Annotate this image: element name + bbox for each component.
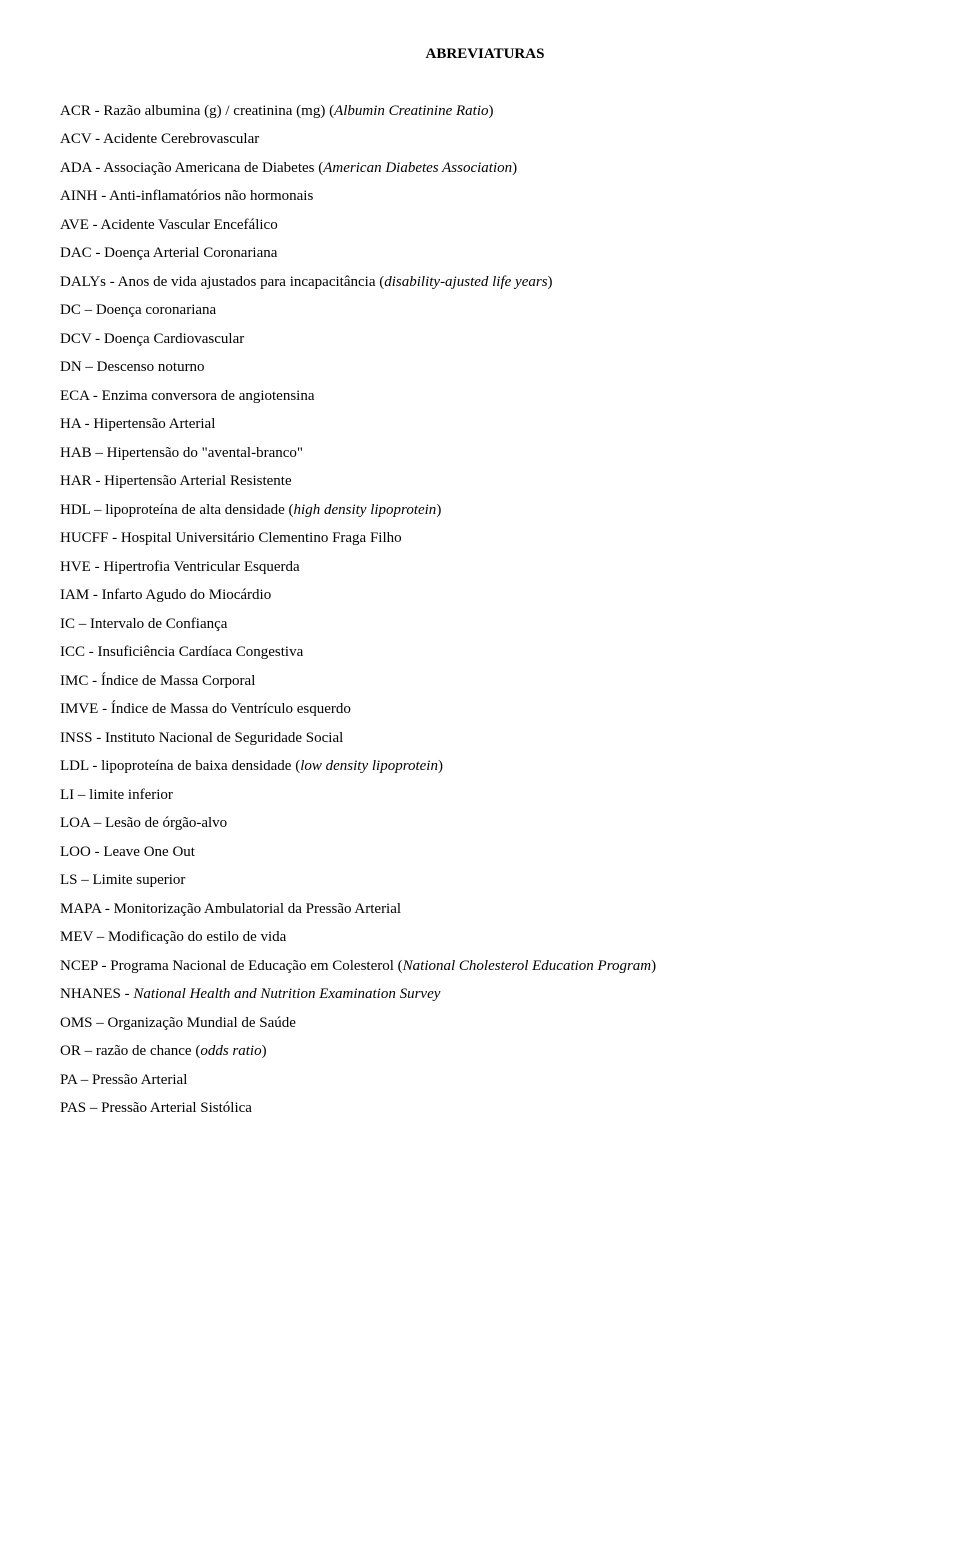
abbreviation-entry: OR – razão de chance (odds ratio): [60, 1037, 910, 1066]
entry-text: HAR - Hipertensão Arterial Resistente: [60, 473, 292, 489]
entry-text: DALYs - Anos de vida ajustados para inca…: [60, 274, 384, 290]
abbreviation-entry: IC – Intervalo de Confiança: [60, 610, 910, 639]
entry-text: DCV - Doença Cardiovascular: [60, 331, 244, 347]
abbreviation-entry: HA - Hipertensão Arterial: [60, 410, 910, 439]
entry-text: ACV - Acidente Cerebrovascular: [60, 131, 259, 147]
entry-text: HA - Hipertensão Arterial: [60, 416, 215, 432]
abbreviation-entry: DALYs - Anos de vida ajustados para inca…: [60, 268, 910, 297]
abbreviation-entry: HUCFF - Hospital Universitário Clementin…: [60, 524, 910, 553]
entry-italic: high density lipoprotein: [294, 502, 437, 518]
entry-text: ): [651, 958, 656, 974]
entry-text: DC – Doença coronariana: [60, 302, 216, 318]
abbreviation-entry: DC – Doença coronariana: [60, 296, 910, 325]
entry-text: NCEP - Programa Nacional de Educação em …: [60, 958, 403, 974]
abbreviation-entry: ACR - Razão albumina (g) / creatinina (m…: [60, 97, 910, 126]
entry-text: ICC - Insuficiência Cardíaca Congestiva: [60, 644, 303, 660]
entry-text: ): [436, 502, 441, 518]
entry-text: ACR - Razão albumina (g) / creatinina (m…: [60, 103, 334, 119]
entry-text: LI – limite inferior: [60, 787, 173, 803]
abbreviation-entry: DCV - Doença Cardiovascular: [60, 325, 910, 354]
abbreviation-entry: IMC - Índice de Massa Corporal: [60, 667, 910, 696]
entry-text: NHANES -: [60, 986, 133, 1002]
abbreviation-entry: LS – Limite superior: [60, 866, 910, 895]
entry-text: OR – razão de chance (: [60, 1043, 200, 1059]
page-title: ABREVIATURAS: [60, 40, 910, 69]
entry-text: ): [548, 274, 553, 290]
abbreviation-entry: IMVE - Índice de Massa do Ventrículo esq…: [60, 695, 910, 724]
entry-italic: National Cholesterol Education Program: [403, 958, 651, 974]
entry-italic: disability-ajusted life years: [384, 274, 547, 290]
entry-italic: American Diabetes Association: [323, 160, 512, 176]
entry-text: ADA - Associação Americana de Diabetes (: [60, 160, 323, 176]
entry-text: IC – Intervalo de Confiança: [60, 616, 227, 632]
abbreviation-entry: HAB – Hipertensão do "avental-branco": [60, 439, 910, 468]
entry-text: LS – Limite superior: [60, 872, 185, 888]
entry-text: ): [262, 1043, 267, 1059]
abbreviation-entry: LI – limite inferior: [60, 781, 910, 810]
abbreviation-entry: LDL - lipoproteína de baixa densidade (l…: [60, 752, 910, 781]
abbreviation-entry: NHANES - National Health and Nutrition E…: [60, 980, 910, 1009]
entry-text: ): [489, 103, 494, 119]
abbreviation-entry: PAS – Pressão Arterial Sistólica: [60, 1094, 910, 1123]
entry-italic: National Health and Nutrition Examinatio…: [133, 986, 440, 1002]
abbreviation-entry: DN – Descenso noturno: [60, 353, 910, 382]
abbreviation-entry: ICC - Insuficiência Cardíaca Congestiva: [60, 638, 910, 667]
entry-text: PAS – Pressão Arterial Sistólica: [60, 1100, 252, 1116]
entry-italic: odds ratio: [200, 1043, 261, 1059]
abbreviation-entry: IAM - Infarto Agudo do Miocárdio: [60, 581, 910, 610]
abbreviation-entry: OMS – Organização Mundial de Saúde: [60, 1009, 910, 1038]
abbreviation-entry: HAR - Hipertensão Arterial Resistente: [60, 467, 910, 496]
entry-text: DAC - Doença Arterial Coronariana: [60, 245, 277, 261]
entry-text: LOA – Lesão de órgão-alvo: [60, 815, 227, 831]
abbreviation-entry: LOO - Leave One Out: [60, 838, 910, 867]
abbreviation-entry: MEV – Modificação do estilo de vida: [60, 923, 910, 952]
entry-text: HUCFF - Hospital Universitário Clementin…: [60, 530, 402, 546]
entry-text: IAM - Infarto Agudo do Miocárdio: [60, 587, 271, 603]
entry-text: HAB – Hipertensão do "avental-branco": [60, 445, 303, 461]
entry-text: MAPA - Monitorização Ambulatorial da Pre…: [60, 901, 401, 917]
entry-text: HVE - Hipertrofia Ventricular Esquerda: [60, 559, 300, 575]
abbreviation-entry: ACV - Acidente Cerebrovascular: [60, 125, 910, 154]
abbreviation-entry: NCEP - Programa Nacional de Educação em …: [60, 952, 910, 981]
abbreviation-entry: AVE - Acidente Vascular Encefálico: [60, 211, 910, 240]
entry-text: DN – Descenso noturno: [60, 359, 205, 375]
abbreviation-entry: INSS - Instituto Nacional de Seguridade …: [60, 724, 910, 753]
entry-text: HDL – lipoproteína de alta densidade (: [60, 502, 294, 518]
entry-text: MEV – Modificação do estilo de vida: [60, 929, 286, 945]
abbreviation-entry: AINH - Anti-inflamatórios não hormonais: [60, 182, 910, 211]
entry-text: PA – Pressão Arterial: [60, 1072, 187, 1088]
abbreviation-entry: HVE - Hipertrofia Ventricular Esquerda: [60, 553, 910, 582]
abbreviation-entry: DAC - Doença Arterial Coronariana: [60, 239, 910, 268]
entry-text: AVE - Acidente Vascular Encefálico: [60, 217, 278, 233]
entry-text: IMC - Índice de Massa Corporal: [60, 673, 255, 689]
entry-text: INSS - Instituto Nacional de Seguridade …: [60, 730, 343, 746]
abbreviation-entry: PA – Pressão Arterial: [60, 1066, 910, 1095]
entry-text: LDL - lipoproteína de baixa densidade (: [60, 758, 300, 774]
abbreviation-entry: MAPA - Monitorização Ambulatorial da Pre…: [60, 895, 910, 924]
entry-italic: low density lipoprotein: [300, 758, 438, 774]
entry-text: LOO - Leave One Out: [60, 844, 195, 860]
entry-text: ): [512, 160, 517, 176]
abbreviation-entry: ECA - Enzima conversora de angiotensina: [60, 382, 910, 411]
abbreviation-list: ACR - Razão albumina (g) / creatinina (m…: [60, 97, 910, 1123]
entry-text: ECA - Enzima conversora de angiotensina: [60, 388, 315, 404]
entry-text: OMS – Organização Mundial de Saúde: [60, 1015, 296, 1031]
abbreviation-entry: ADA - Associação Americana de Diabetes (…: [60, 154, 910, 183]
entry-text: AINH - Anti-inflamatórios não hormonais: [60, 188, 313, 204]
abbreviation-entry: LOA – Lesão de órgão-alvo: [60, 809, 910, 838]
entry-text: ): [438, 758, 443, 774]
entry-italic: Albumin Creatinine Ratio: [334, 103, 488, 119]
entry-text: IMVE - Índice de Massa do Ventrículo esq…: [60, 701, 351, 717]
abbreviation-entry: HDL – lipoproteína de alta densidade (hi…: [60, 496, 910, 525]
